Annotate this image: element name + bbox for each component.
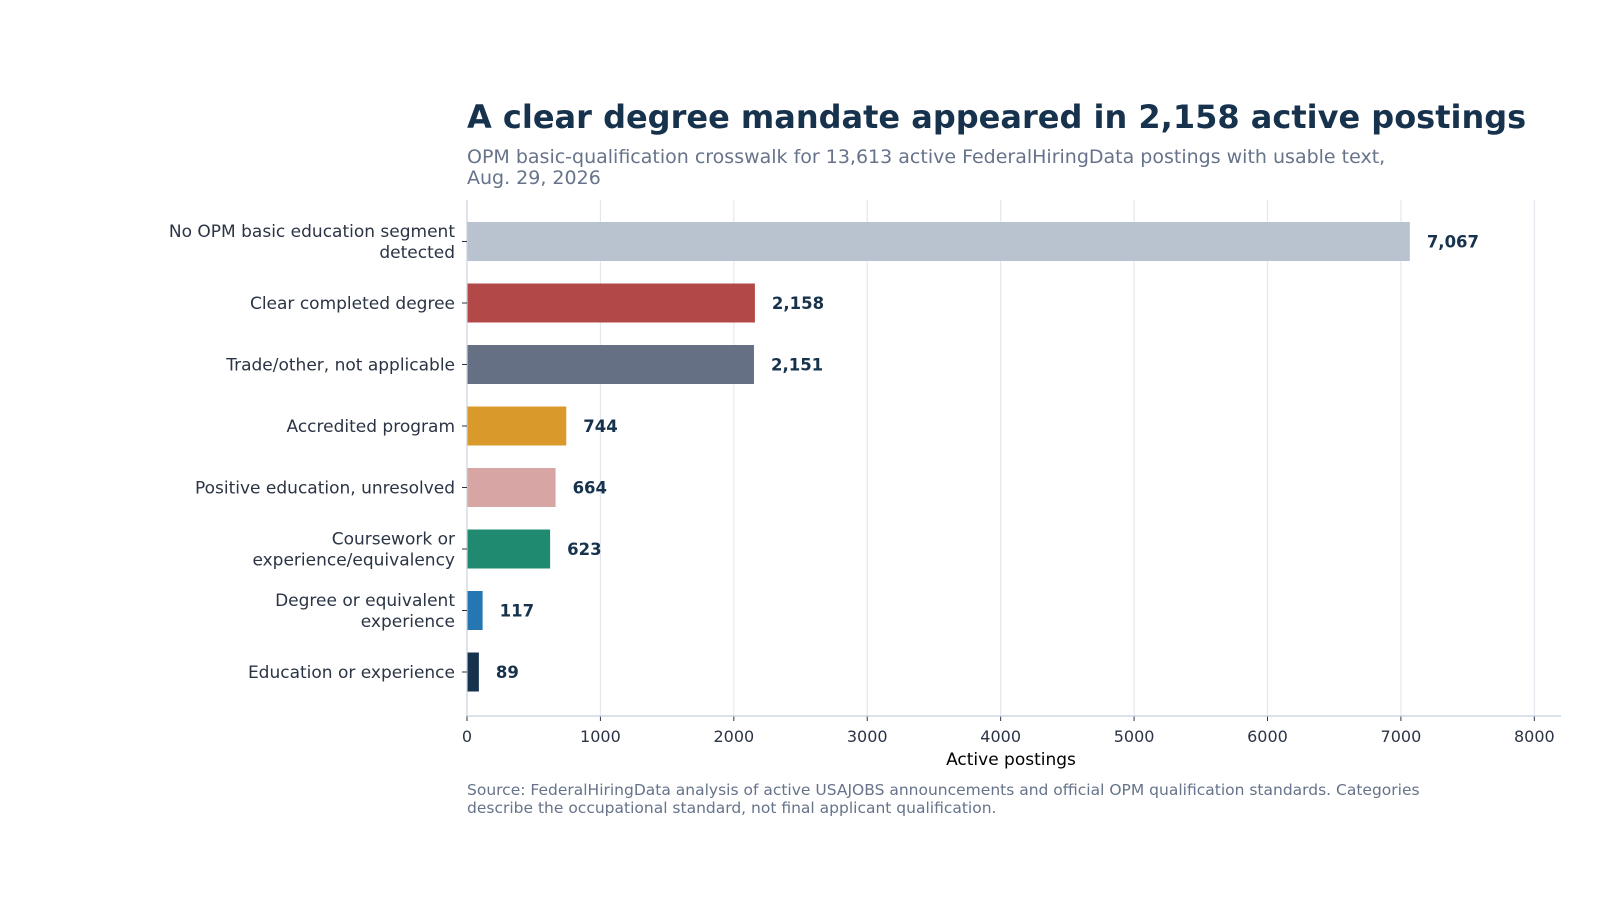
axes: 0 1000 2000 3000 4000 5000 6000 7000 8000 No OPM …	[169, 200, 1561, 746]
x-tick-label: 8000	[1514, 727, 1555, 746]
y-tick-label: Coursework or experience/equivalency	[252, 530, 455, 571]
bar-value-label: 744	[583, 417, 617, 436]
bar	[467, 591, 483, 630]
bars: 7,067 2,158 2,151 744 664 623 117 89	[467, 222, 1479, 692]
x-tick-label: 2000	[713, 727, 754, 746]
y-tick-label: Trade/other, not applicable	[225, 356, 455, 376]
x-tick-label: 0	[462, 727, 472, 746]
x-tick-label: 4000	[980, 727, 1021, 746]
y-tick-label: No OPM basic education segment detected	[169, 222, 455, 263]
y-tick-label: Degree or equivalent experience	[275, 591, 455, 632]
x-tick-label: 7000	[1381, 727, 1422, 746]
bar	[467, 468, 556, 507]
bar-value-label: 2,151	[771, 356, 823, 375]
gridlines	[599, 200, 1535, 716]
x-axis-label: Active postings	[946, 750, 1076, 770]
bar-value-label: 89	[496, 663, 519, 682]
bar-value-label: 2,158	[772, 294, 824, 313]
chart-title: A clear degree mandate appeared in 2,158…	[467, 98, 1527, 136]
bar	[467, 406, 567, 446]
source-note: Source: FederalHiringData analysis of ac…	[467, 781, 1420, 817]
bar-value-label: 623	[567, 540, 601, 559]
chart-subtitle: OPM basic-qualification crosswalk for 13…	[467, 146, 1386, 189]
bar-value-label: 117	[500, 602, 534, 621]
y-tick-label: Positive education, unresolved	[195, 479, 455, 499]
x-tick-label: 1000	[580, 727, 621, 746]
bar	[467, 345, 754, 384]
x-tick-label: 5000	[1114, 727, 1155, 746]
bar	[467, 529, 551, 569]
bar	[467, 222, 1410, 261]
bar-value-label: 7,067	[1427, 233, 1479, 252]
y-tick-label: Education or experience	[248, 663, 455, 683]
y-tick-label: Clear completed degree	[250, 294, 455, 314]
x-tick-label: 3000	[847, 727, 888, 746]
bar-value-label: 664	[573, 479, 607, 498]
y-tick-label: Accredited program	[287, 417, 456, 437]
bar	[467, 283, 755, 323]
x-tick-label: 6000	[1247, 727, 1288, 746]
bar	[467, 652, 479, 692]
